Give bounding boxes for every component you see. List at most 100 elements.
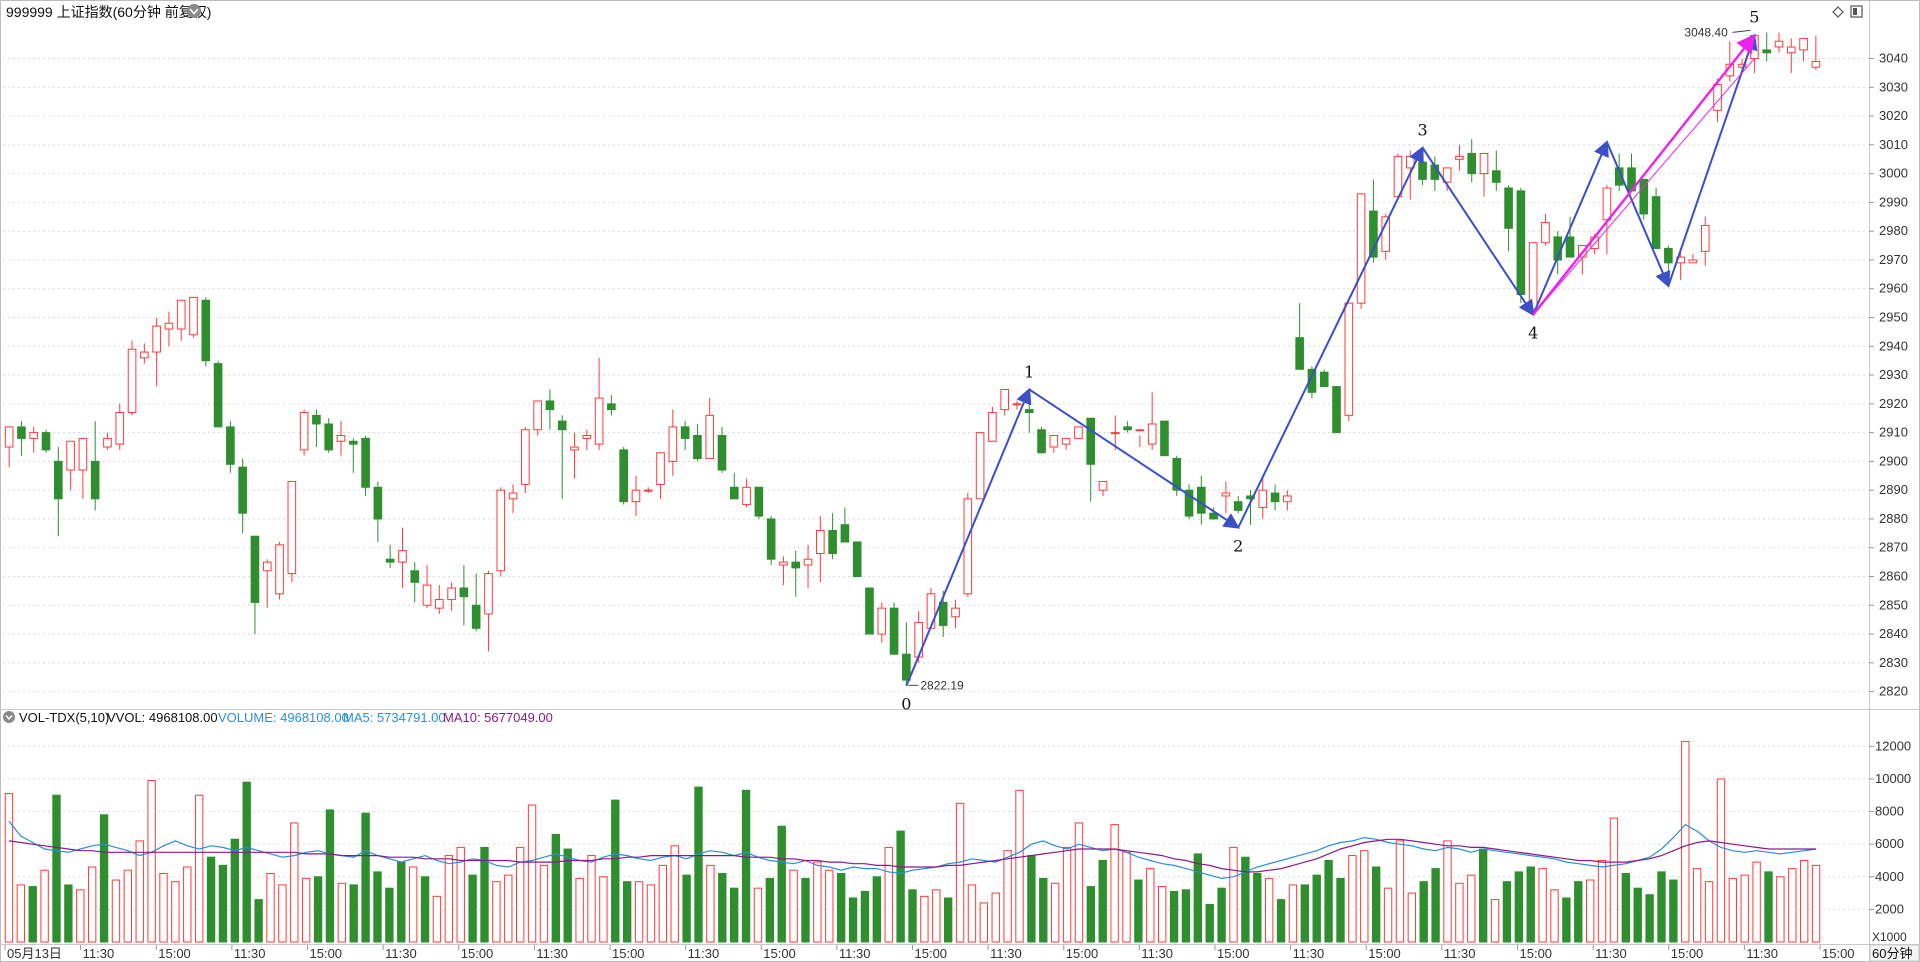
price-axis: 2820 2830 2840 2850 2860 2870 2880 2890 2900 2910…: [1869, 51, 1908, 699]
volume-bar: [1764, 871, 1773, 943]
candle-body: [1209, 512, 1218, 520]
volume-bar: [1086, 886, 1096, 943]
candle-body: [250, 535, 260, 603]
volume-bar: [1633, 887, 1642, 943]
volume-bar: [492, 881, 501, 943]
candle-body: [1688, 259, 1698, 264]
time-tick-label: 15:00: [1520, 946, 1553, 961]
volume-bar: [1538, 868, 1547, 943]
volume-bar: [1799, 859, 1809, 943]
diamond-icon[interactable]: [1832, 6, 1844, 18]
candle-body: [1602, 187, 1612, 221]
volume-bar: [1229, 846, 1238, 943]
volume-bar: [860, 890, 870, 943]
candle-body: [557, 420, 567, 431]
volume-bar: [254, 899, 263, 943]
high-price-pointer: [1732, 29, 1751, 33]
volume-bar: [908, 889, 917, 943]
volume-bar: [682, 874, 691, 943]
candle-body: [1369, 210, 1378, 258]
price-tick-label: 2990: [1879, 194, 1908, 209]
volume-bar: [991, 892, 1000, 943]
candle-body: [1442, 167, 1452, 183]
candle-body: [422, 584, 432, 606]
volume-bar: [361, 812, 370, 943]
period-button-label[interactable]: 60分钟: [1872, 946, 1912, 961]
candle-body: [348, 440, 358, 445]
price-tick-label: 2830: [1879, 655, 1908, 670]
candle-body: [680, 426, 690, 439]
period-button[interactable]: [1869, 944, 1920, 962]
candle-body: [1270, 492, 1280, 503]
candle-body: [1037, 429, 1046, 454]
wave-label: 5: [1749, 7, 1759, 26]
time-tick-label: 15:00: [461, 946, 494, 961]
candle-body: [988, 411, 997, 442]
volume-bar: [444, 855, 454, 943]
volume-bar: [1146, 868, 1155, 943]
candle-body: [1160, 420, 1169, 457]
candle-body: [447, 587, 456, 601]
candle-body: [582, 435, 592, 439]
candle-body: [238, 466, 247, 514]
candle-body: [29, 432, 39, 439]
candle-body: [656, 452, 665, 485]
price-tick-label: 2920: [1879, 396, 1908, 411]
candle-body: [1172, 458, 1182, 491]
candle-body: [607, 403, 616, 411]
volume-bar: [932, 889, 941, 943]
candle-body: [1774, 40, 1784, 48]
candle-body: [90, 460, 100, 500]
time-tick-label: 11:30: [1444, 946, 1476, 961]
volume-bar: [896, 830, 905, 943]
volume-bar: [777, 825, 786, 943]
volume-bar: [1157, 886, 1167, 943]
volume-bar: [290, 822, 299, 943]
time-tick-label: 15:00: [310, 946, 343, 961]
volume-bar: [729, 887, 739, 943]
volume-bar: [801, 877, 810, 943]
volume-bar: [1597, 859, 1607, 943]
volume-bar: [1098, 859, 1107, 943]
volume-bar: [920, 895, 929, 943]
window-toggle-icon[interactable]: [1850, 5, 1863, 18]
volume-bar: [1050, 882, 1060, 943]
candle-body: [1614, 167, 1624, 186]
ma10-value: MA10: 5677049.00: [443, 710, 553, 725]
candle-body: [889, 607, 899, 655]
candle-body: [766, 518, 776, 560]
volume-bar: [1253, 873, 1262, 943]
volume-bar: [1193, 853, 1203, 943]
candle-body: [1639, 178, 1649, 215]
volume-bar: [1205, 903, 1214, 943]
volume-bar: [1217, 887, 1226, 943]
volume-dropdown-icon[interactable]: [3, 711, 15, 723]
candle-body: [275, 544, 284, 595]
time-tick-label: 11:30: [234, 946, 266, 961]
volume-bar: [943, 897, 953, 943]
volume-bar: [955, 802, 965, 943]
candle-body: [1418, 161, 1427, 180]
candle-body: [361, 437, 370, 488]
candle-body: [643, 489, 653, 492]
volume-bar: [587, 855, 596, 943]
wave-label: 2: [1233, 537, 1243, 556]
volume-bar: [1752, 861, 1761, 943]
wave-line-blue: [1028, 388, 1240, 529]
volume-bar: [266, 873, 275, 943]
candle-body: [1221, 492, 1231, 497]
volume-bar: [1776, 876, 1785, 943]
volume-bar: [301, 877, 311, 943]
wave-line-magenta: [1532, 33, 1756, 316]
candle-body: [533, 400, 542, 431]
settings-dropdown-icon[interactable]: [187, 4, 201, 18]
volume-bar: [1681, 740, 1690, 943]
candle-body: [1000, 388, 1009, 411]
ma10-line: [8, 838, 1817, 873]
candle-body: [1283, 495, 1292, 503]
candle-body: [435, 599, 444, 609]
candle-body: [201, 299, 211, 362]
volume-bar: [967, 884, 977, 943]
time-tick-label: 11:30: [990, 946, 1022, 961]
